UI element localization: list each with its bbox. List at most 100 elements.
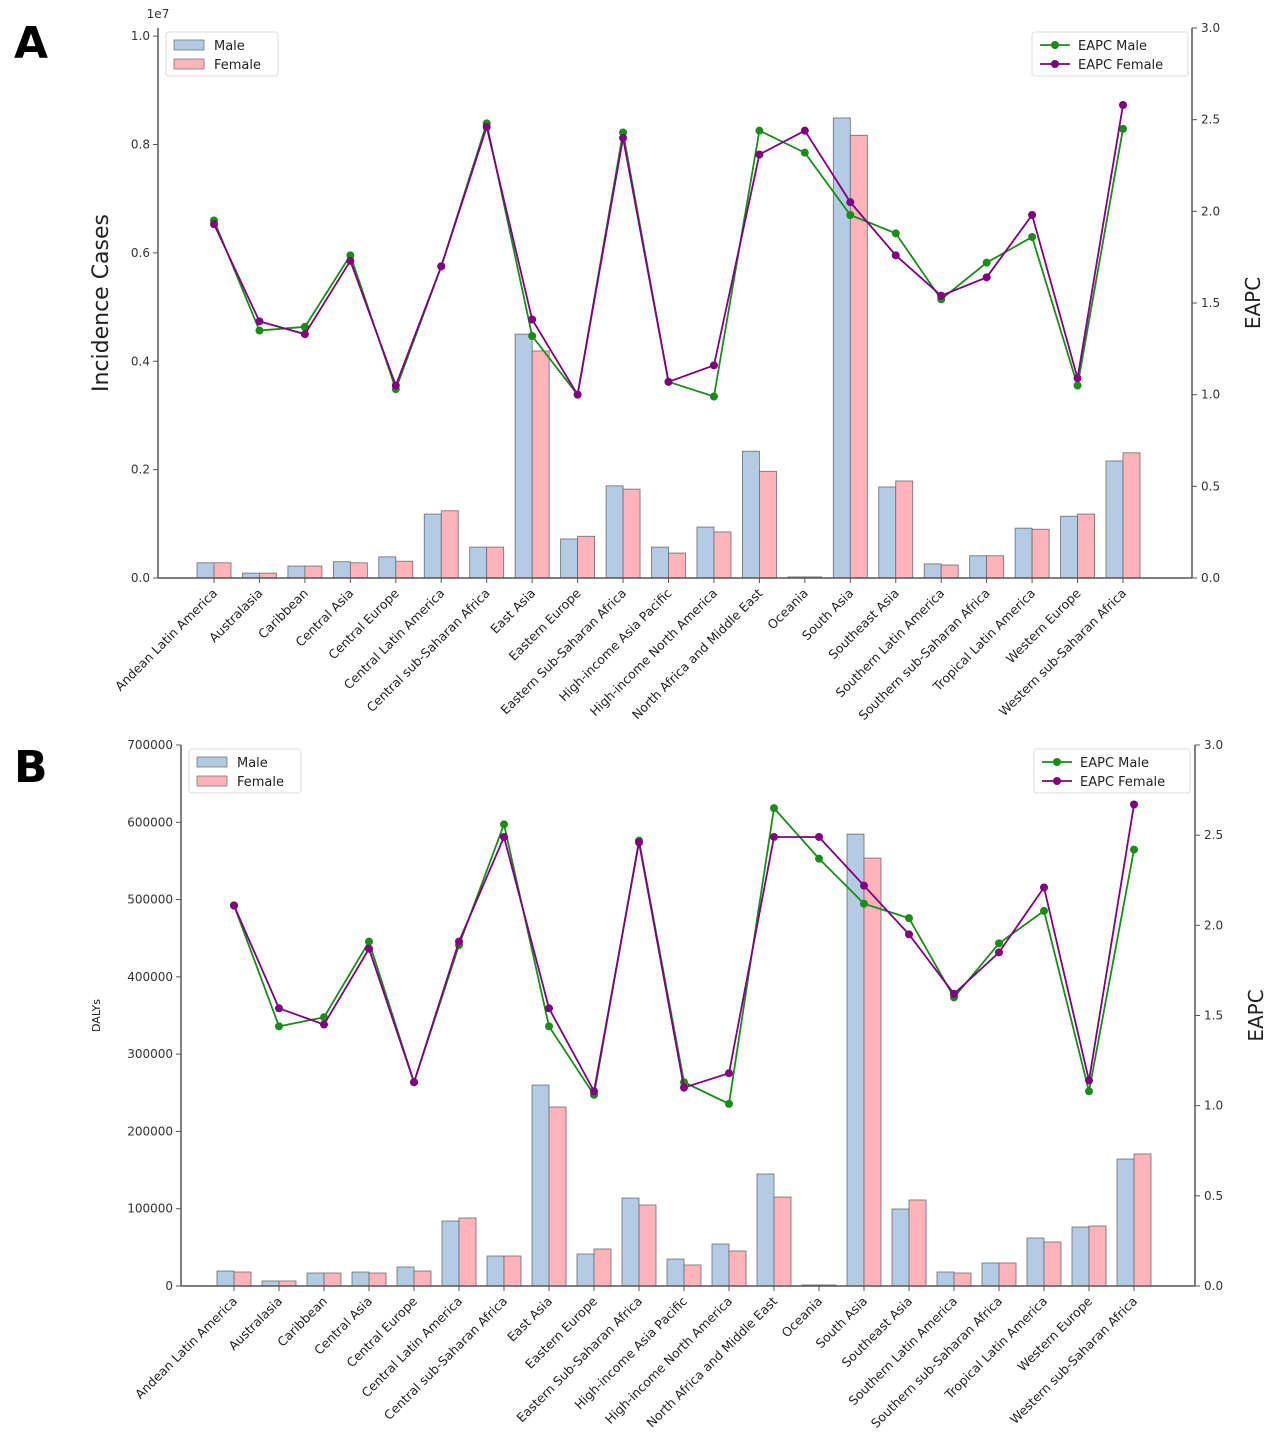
y2-axis-label: EAPC: [1241, 277, 1265, 329]
bar-female: [683, 1264, 702, 1287]
point-eapc-male: [770, 804, 778, 813]
bar-female: [895, 480, 914, 579]
bar-female: [622, 488, 641, 579]
legend-label: EAPC Male: [1080, 756, 1149, 771]
point-eapc-male: [300, 322, 309, 331]
bar-female: [1122, 452, 1141, 579]
point-eapc-female: [846, 198, 855, 207]
legend-marker: [1051, 60, 1059, 68]
bar-male: [666, 1258, 685, 1287]
bar-male: [441, 1220, 460, 1287]
panel-label: A: [14, 18, 48, 69]
bar-male: [1105, 460, 1124, 579]
bar-male: [1071, 1226, 1090, 1287]
point-eapc-male: [1028, 233, 1037, 241]
point-eapc-female: [500, 832, 508, 841]
point-eapc-female: [982, 273, 991, 282]
bar-female: [368, 1272, 387, 1287]
y2-tick-label: 1.5: [1204, 1009, 1223, 1023]
y-tick-label: 0: [165, 1279, 173, 1293]
point-eapc-female: [1073, 374, 1082, 383]
point-eapc-male: [1085, 1087, 1093, 1096]
point-eapc-female: [410, 1078, 418, 1087]
point-eapc-female: [937, 291, 946, 300]
bar-male: [423, 513, 442, 579]
point-eapc-female: [755, 150, 764, 159]
bar-female: [638, 1204, 657, 1287]
bar-female: [986, 555, 1005, 579]
point-eapc-male: [1119, 124, 1127, 133]
bar-male: [832, 117, 851, 579]
bar-female: [458, 1217, 477, 1287]
bar-female: [413, 1270, 432, 1287]
legend-label: Female: [214, 58, 261, 73]
bar-female: [440, 510, 459, 579]
point-eapc-female: [664, 377, 673, 386]
point-eapc-male: [545, 1022, 553, 1031]
bar-female: [1133, 1153, 1152, 1287]
bar-male: [486, 1255, 505, 1287]
bar-female: [304, 565, 323, 579]
point-eapc-female: [635, 838, 643, 847]
line-eapc-female: [213, 104, 1124, 398]
point-eapc-female: [482, 123, 491, 131]
line-legend: [1031, 31, 1189, 77]
y2-tick-label: 1.0: [1201, 388, 1220, 402]
point-eapc-female: [437, 262, 446, 271]
point-eapc-male: [275, 1022, 283, 1031]
point-eapc-male: [1130, 845, 1138, 854]
bar-male: [981, 1262, 1000, 1287]
point-eapc-male: [619, 128, 628, 137]
bar-female: [773, 1196, 792, 1287]
point-eapc-male: [846, 211, 855, 219]
point-eapc-male: [528, 332, 537, 340]
point-eapc-female: [905, 930, 913, 939]
legend-marker: [1051, 41, 1059, 49]
bar-male: [576, 1253, 595, 1287]
y2-tick-label: 0.5: [1201, 479, 1220, 493]
line-legend: [1033, 748, 1191, 794]
point-eapc-male: [365, 937, 373, 946]
bar-male: [923, 563, 942, 579]
y2-tick-label: 2.0: [1201, 204, 1220, 218]
bar-male: [1116, 1158, 1135, 1287]
point-eapc-male: [1040, 906, 1048, 915]
bar-female: [577, 535, 595, 579]
bar-male: [621, 1197, 640, 1287]
x-tick-label: Oceania: [764, 586, 811, 633]
x-tick-label: Andean Latin America: [132, 1294, 240, 1402]
point-eapc-female: [860, 881, 868, 890]
point-eapc-female: [255, 317, 264, 326]
legend-swatch-male: [196, 756, 228, 768]
bar-male: [332, 561, 351, 579]
bar-female: [908, 1199, 927, 1287]
y2-tick-label: 0.5: [1204, 1189, 1223, 1203]
bar-female: [1077, 513, 1095, 579]
panel-A: A 0.0 0.2 0.4 0.6 0.8 1.0 0.0 0.5 1.0 1.5 2.0 2.5 3.0…: [14, 7, 1265, 723]
bar-male: [560, 538, 578, 579]
point-eapc-male: [255, 326, 264, 335]
bar-female: [593, 1248, 612, 1287]
bar-male: [306, 1272, 325, 1287]
bar-male: [469, 546, 488, 579]
bar-female: [213, 562, 232, 579]
point-eapc-female: [1085, 1076, 1093, 1085]
legend-swatch-male: [173, 39, 205, 51]
y2-tick-label: 0.0: [1201, 571, 1220, 585]
bar-female: [548, 1106, 567, 1287]
legend-label: EAPC Female: [1078, 58, 1163, 73]
point-eapc-female: [815, 832, 823, 841]
y-tick-label: 300000: [127, 1047, 173, 1061]
bar-female: [349, 562, 368, 579]
bar-female: [728, 1250, 747, 1287]
y2-tick-label: 3.0: [1204, 738, 1223, 752]
point-eapc-female: [275, 1004, 283, 1013]
point-eapc-female: [230, 901, 238, 910]
bar-female: [940, 564, 959, 579]
y-tick-label: 0.8: [131, 138, 150, 152]
y-tick-label: 0.4: [131, 354, 150, 368]
legend-label: Female: [237, 775, 284, 790]
bar-male: [287, 565, 306, 579]
y-tick-label: 700000: [127, 738, 173, 752]
